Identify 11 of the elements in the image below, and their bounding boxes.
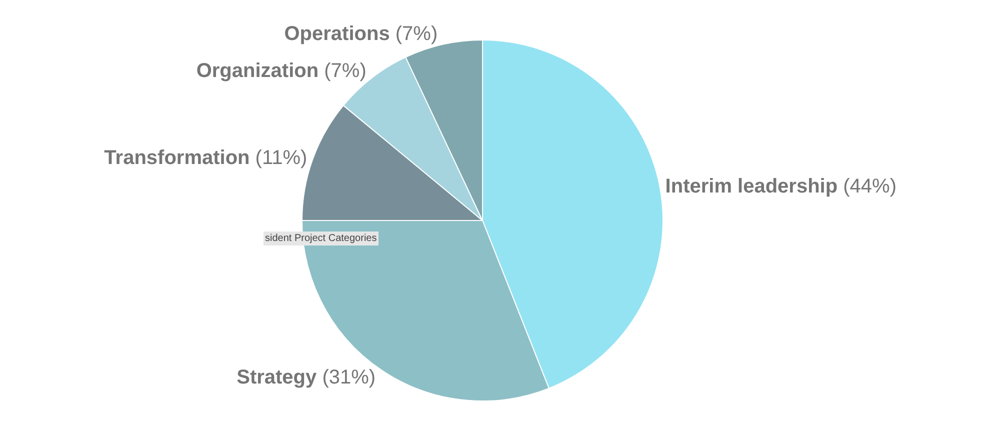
data-label: (11%) <box>255 147 308 170</box>
slice-label: Interim leadership <box>665 175 838 198</box>
slice-label: Strategy <box>236 366 318 388</box>
data-label: (44%) <box>843 175 896 198</box>
data-label: (7%) <box>324 60 366 82</box>
slice-label: Operations <box>284 22 390 45</box>
text: sident Project Categories <box>265 233 377 244</box>
data-label: (7%) <box>395 22 438 45</box>
slice-label: Transformation <box>104 147 250 170</box>
slice-label: Organization <box>196 60 319 82</box>
data-label: (31%) <box>322 366 376 388</box>
